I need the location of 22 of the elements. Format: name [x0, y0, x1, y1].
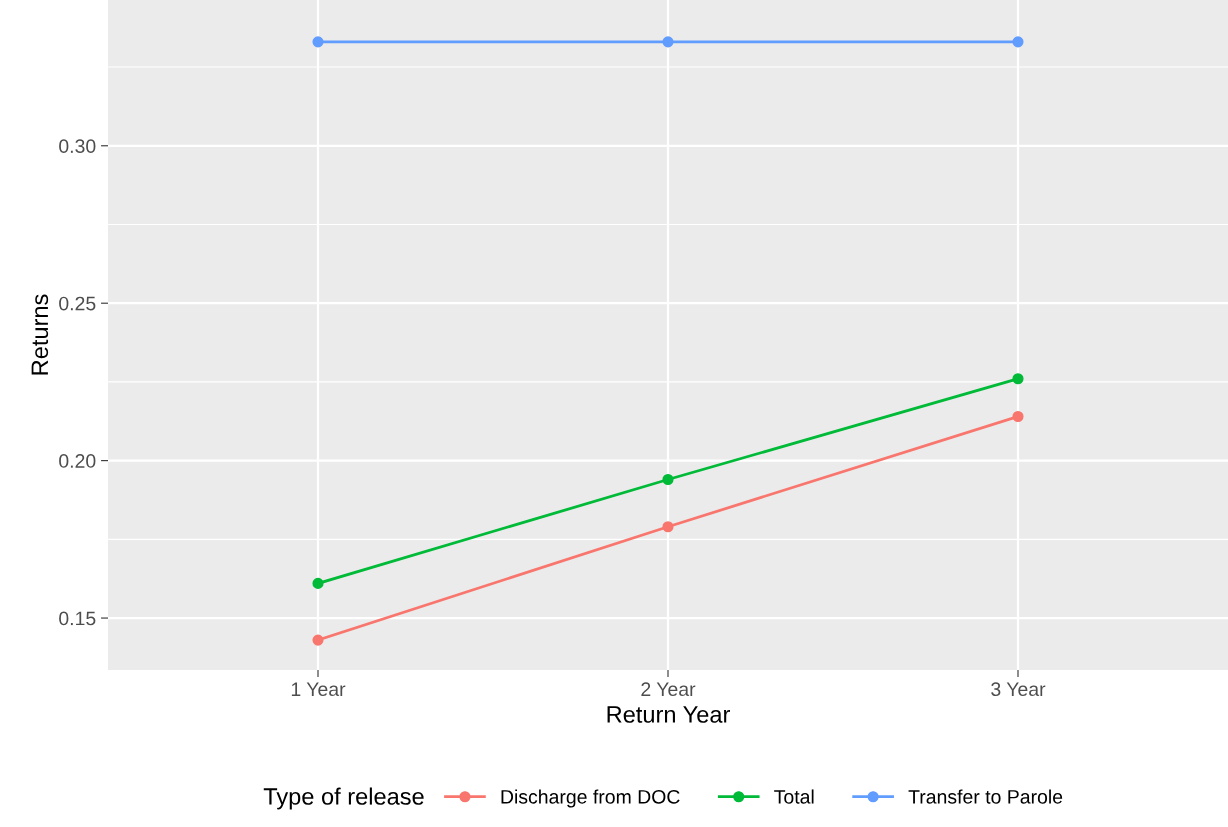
legend-label: Transfer to Parole	[908, 789, 1063, 804]
y-tick-label: 0.20	[59, 454, 96, 468]
y-axis-title: Returns	[31, 294, 49, 375]
point	[1012, 373, 1024, 385]
point	[312, 36, 324, 48]
point	[312, 577, 324, 589]
point	[1012, 410, 1024, 423]
legend-label: Total	[774, 789, 814, 804]
legend-label: Discharge from DOC	[501, 789, 680, 808]
point	[312, 634, 324, 646]
point	[662, 473, 674, 486]
x-tick-label: 3 Year	[991, 682, 1046, 697]
point	[662, 36, 674, 48]
y-tick-label: 0.30	[59, 139, 96, 154]
legend-title: Type of release	[263, 787, 424, 810]
y-tick-label: 0.15	[59, 611, 96, 626]
point	[662, 521, 674, 533]
point	[1012, 36, 1024, 48]
y-tick-label: 0.25	[59, 296, 96, 311]
x-tick-label: 2 Year	[641, 682, 696, 697]
x-axis-title: Return Year	[607, 706, 730, 723]
x-tick-label: 1 Year	[291, 682, 346, 697]
